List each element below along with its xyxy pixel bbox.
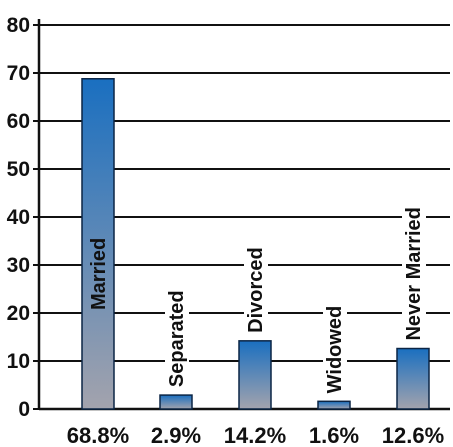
y-tick-labels: 0 10 20 30 40 50 60 70 80 — [7, 14, 30, 421]
value-label: 12.6% — [382, 423, 444, 447]
label-backing — [323, 302, 347, 397]
y-tick-label: 60 — [7, 110, 30, 133]
y-tick-label: 20 — [7, 302, 30, 325]
value-label: 14.2% — [224, 423, 286, 447]
bar-separated — [159, 394, 193, 410]
category-label: Separated — [166, 290, 188, 387]
value-label: 1.6% — [309, 423, 359, 447]
category-labels: Married Separated Divorced Widowed Never Mar… — [88, 204, 426, 397]
y-tick-label: 50 — [7, 158, 30, 181]
bar-divorced — [238, 340, 272, 410]
value-label: 68.8% — [67, 423, 129, 447]
category-label: Married — [88, 238, 110, 310]
category-label: Divorced — [245, 247, 267, 333]
label-backing — [165, 287, 189, 391]
value-label: 2.9% — [151, 423, 201, 447]
y-tick-label: 80 — [7, 14, 30, 37]
label-backing — [244, 244, 268, 336]
bar-married — [81, 78, 115, 410]
bar-widowed — [317, 400, 351, 410]
label-backing — [402, 204, 426, 344]
y-tick-label: 70 — [7, 62, 30, 85]
bars — [81, 78, 430, 410]
category-label: Widowed — [324, 306, 346, 394]
y-tick-label: 40 — [7, 206, 30, 229]
y-tick-label: 10 — [7, 350, 30, 373]
category-label: Never Married — [403, 207, 425, 340]
bar-never-married — [396, 347, 430, 410]
y-tick-label: 30 — [7, 254, 30, 277]
y-tick-label: 0 — [18, 398, 30, 421]
value-labels: 68.8% 2.9% 14.2% 1.6% 12.6% — [67, 423, 444, 447]
